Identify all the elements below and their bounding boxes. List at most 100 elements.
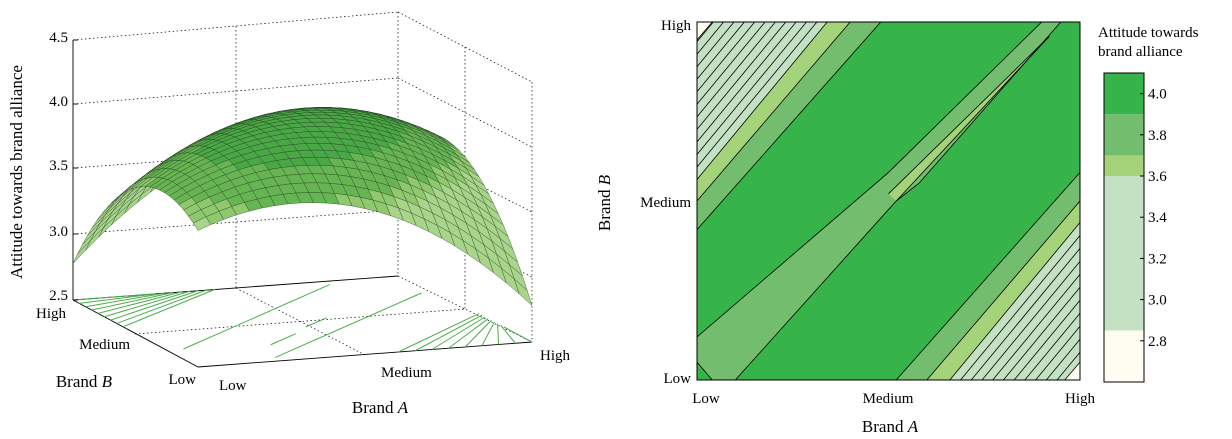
- contour-line: [697, 22, 818, 168]
- contour-line: [1035, 326, 1080, 380]
- contour-y-ticks: High Medium Low: [640, 18, 691, 387]
- colorbar-tick-label: 2.8: [1148, 334, 1167, 350]
- a-tick-label: High: [540, 348, 571, 364]
- x-tick-label: Low: [692, 391, 720, 407]
- projected-contour: [91, 292, 174, 311]
- contour-x-axis-label: Brand A: [862, 417, 919, 436]
- surface-mesh: [72, 107, 533, 307]
- projected-contour: [270, 333, 296, 346]
- projected-contour: [116, 289, 207, 324]
- contour-line: [697, 22, 776, 118]
- contour-plot: High Medium Low Low Medium High Brand A …: [595, 18, 1199, 436]
- colorbar-tick-label: 3.8: [1148, 128, 1167, 144]
- contour-x-ticks: Low Medium High: [692, 391, 1095, 407]
- surface-grid: [72, 11, 533, 356]
- contour-line: [960, 235, 1080, 380]
- b-tick-label: Medium: [79, 337, 130, 353]
- contour-line: [697, 22, 807, 155]
- colorbar-bands: [1104, 73, 1144, 382]
- contour-line: [697, 22, 1062, 380]
- projected-contour: [414, 314, 483, 352]
- contour-line: [697, 22, 882, 230]
- colorbar-band: [1104, 73, 1144, 115]
- z-tick-label: 2.5: [49, 288, 68, 304]
- colorbar-band: [1104, 176, 1144, 331]
- projected-contour: [500, 324, 516, 344]
- colorbar-tick-label: 3.4: [1148, 210, 1167, 226]
- b-ticks: High Medium Low: [36, 306, 196, 388]
- contour-line: [926, 200, 1080, 380]
- z-tick-marks: [73, 39, 78, 301]
- surface-facet: [72, 240, 91, 264]
- projected-contour: [481, 321, 495, 346]
- contour-line: [1056, 351, 1080, 380]
- projected-contour: [72, 293, 149, 301]
- contour-line: [888, 36, 1050, 195]
- colorbar-band: [1104, 330, 1144, 382]
- z-tick-label: 4.0: [49, 94, 68, 110]
- contour-line: [1045, 338, 1080, 380]
- a-ticks: Low Medium High: [219, 348, 571, 394]
- colorbar-tick-label: 4.0: [1148, 87, 1167, 103]
- colorbar-band: [1104, 155, 1144, 176]
- contour-line: [697, 22, 766, 105]
- colorbar-title-line2: brand alliance: [1098, 44, 1183, 60]
- contour-lines: [697, 22, 1080, 380]
- z-axis-label: Attitude towards brand alliance: [7, 65, 26, 279]
- projected-contour: [85, 292, 165, 308]
- surface-plot: 2.5 3.0 3.5 4.0 4.5 Attitude towards bra…: [7, 11, 571, 417]
- contour-line: [970, 248, 1080, 380]
- contour-line: [981, 261, 1080, 380]
- contour-line: [895, 36, 1050, 202]
- projected-contour: [431, 316, 486, 350]
- surface-facet: [513, 278, 533, 307]
- y-tick-label: Low: [664, 371, 692, 387]
- projected-contours: [72, 284, 533, 358]
- contour-line: [697, 22, 797, 143]
- y-tick-label: High: [661, 18, 692, 34]
- contour-line: [1013, 300, 1080, 380]
- z-ticks: 2.5 3.0 3.5 4.0 4.5: [49, 30, 68, 304]
- z-tick-label: 4.5: [49, 30, 68, 46]
- contour-line: [697, 22, 1042, 338]
- projected-contour: [97, 291, 182, 314]
- projected-contour: [110, 290, 199, 321]
- b-tick-label: High: [36, 306, 67, 322]
- b-axis-label: Brand B: [56, 372, 113, 391]
- contour-line: [697, 22, 756, 93]
- a-tick-label: Medium: [381, 365, 432, 381]
- a-tick-label: Low: [219, 378, 247, 394]
- projected-contour: [122, 288, 216, 328]
- colorbar: Attitude towards brand alliance 2.8 3.0 3.…: [1098, 25, 1199, 383]
- projected-contour: [275, 292, 422, 358]
- projected-contour: [79, 293, 157, 304]
- b-tick-label: Low: [169, 372, 197, 388]
- z-tick-label: 3.0: [49, 224, 68, 240]
- contour-line: [1064, 361, 1080, 380]
- projected-contour: [448, 318, 489, 349]
- contour-line: [697, 22, 745, 80]
- projected-contour: [497, 323, 500, 345]
- colorbar-band: [1104, 114, 1144, 156]
- contour-line: [697, 22, 851, 202]
- contour-line: [949, 222, 1080, 380]
- projected-contour: [183, 284, 330, 350]
- y-tick-label: Medium: [640, 195, 691, 211]
- contour-line: [1003, 287, 1080, 380]
- projected-contour: [305, 317, 327, 328]
- contour-line: [992, 274, 1080, 380]
- projected-contour: [464, 319, 492, 348]
- projected-contour: [104, 290, 191, 318]
- colorbar-tick-label: 3.2: [1148, 251, 1167, 267]
- z-tick-label: 3.5: [49, 158, 68, 174]
- colorbar-title-line1: Attitude towards: [1098, 25, 1199, 41]
- colorbar-frame: [1103, 72, 1145, 383]
- projected-contour: [503, 326, 533, 343]
- contour-frame: [696, 21, 1081, 381]
- contour-line: [697, 22, 713, 41]
- contour-ridge: [697, 22, 1061, 380]
- colorbar-tick-label: 3.6: [1148, 169, 1167, 185]
- contour-y-axis-label: Brand B: [595, 174, 614, 231]
- x-tick-label: Medium: [863, 391, 914, 407]
